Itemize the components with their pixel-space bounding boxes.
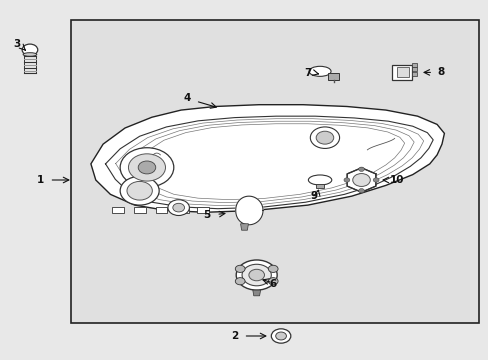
Polygon shape [252, 290, 260, 296]
Circle shape [172, 203, 184, 212]
Polygon shape [235, 196, 263, 225]
Bar [134, 207, 145, 213]
Circle shape [316, 131, 333, 144]
Circle shape [268, 278, 278, 285]
Text: 10: 10 [389, 175, 404, 185]
Bar [316, 184, 324, 188]
Circle shape [242, 264, 271, 286]
Circle shape [235, 265, 244, 273]
Circle shape [120, 148, 173, 187]
Circle shape [128, 154, 165, 181]
Text: 1: 1 [36, 175, 43, 185]
Bar [411, 63, 416, 67]
Circle shape [235, 278, 244, 285]
Text: 3: 3 [13, 39, 20, 49]
Circle shape [275, 332, 286, 340]
Circle shape [22, 44, 38, 55]
Polygon shape [346, 168, 375, 192]
Circle shape [167, 200, 189, 216]
Circle shape [358, 167, 364, 171]
Circle shape [268, 265, 278, 273]
Circle shape [352, 174, 369, 186]
Circle shape [343, 178, 349, 182]
Bar [156, 207, 167, 213]
Polygon shape [91, 105, 444, 212]
Text: 2: 2 [231, 331, 238, 341]
Ellipse shape [23, 53, 37, 56]
Bar [197, 207, 208, 213]
Bar [328, 73, 338, 80]
Ellipse shape [308, 66, 330, 76]
Bar [391, 64, 411, 80]
Circle shape [358, 189, 364, 193]
Bar [112, 207, 123, 213]
Circle shape [236, 260, 277, 290]
Text: 9: 9 [310, 191, 317, 201]
Circle shape [310, 127, 339, 148]
Text: 6: 6 [268, 279, 276, 289]
Circle shape [127, 181, 152, 200]
Text: 8: 8 [436, 67, 444, 77]
Bar [396, 67, 408, 77]
Circle shape [138, 161, 156, 174]
Ellipse shape [308, 175, 331, 185]
Text: 5: 5 [203, 210, 210, 220]
Text: 4: 4 [183, 93, 190, 103]
Circle shape [120, 176, 159, 205]
Circle shape [271, 329, 290, 343]
Bar [177, 207, 189, 213]
Polygon shape [240, 224, 248, 230]
Circle shape [372, 178, 378, 182]
Text: 7: 7 [304, 68, 311, 78]
Circle shape [248, 269, 264, 281]
Bar [411, 72, 416, 76]
Bar [411, 67, 416, 71]
FancyBboxPatch shape [71, 21, 478, 323]
